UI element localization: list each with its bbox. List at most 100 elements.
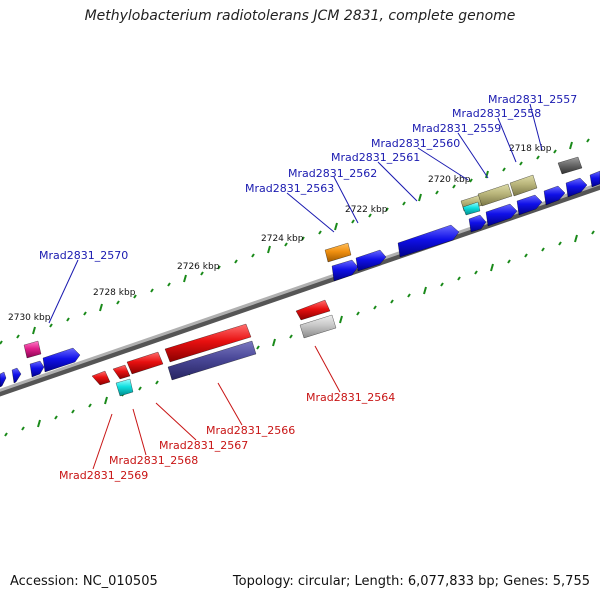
gene-arrow-forward[interactable] bbox=[331, 259, 359, 282]
gene-arrow-misc[interactable] bbox=[115, 378, 134, 397]
gene-arrow-forward[interactable] bbox=[11, 367, 22, 384]
ruler-major-tick bbox=[423, 286, 427, 295]
ruler-minor-tick bbox=[385, 207, 389, 212]
gene-arrow-forward[interactable] bbox=[355, 249, 387, 272]
gene-arrow-misc[interactable] bbox=[23, 340, 42, 359]
ruler-major-tick bbox=[272, 338, 276, 347]
gene-label[interactable]: Mrad2831_2563 bbox=[245, 182, 334, 195]
ruler-minor-tick bbox=[519, 161, 523, 166]
leader-line bbox=[92, 413, 113, 470]
ruler-minor-tick bbox=[586, 138, 590, 143]
ruler-major-tick bbox=[104, 396, 108, 405]
ruler-minor-tick bbox=[351, 219, 355, 224]
scale-label: 2718 kbp bbox=[509, 144, 552, 154]
reverse-gene-track bbox=[91, 299, 337, 397]
ruler-minor-tick bbox=[591, 230, 595, 235]
gene-arrow-misc[interactable] bbox=[299, 314, 337, 339]
ruler-minor-tick bbox=[553, 149, 557, 154]
ruler-major-tick bbox=[418, 193, 422, 202]
gene-arrow-misc[interactable] bbox=[557, 156, 583, 175]
scale-label: 2726 kbp bbox=[177, 262, 220, 272]
gene-arrow-reverse[interactable] bbox=[295, 299, 331, 321]
forward-gene-track bbox=[0, 156, 600, 388]
ruler-major-tick bbox=[37, 419, 41, 428]
ruler-minor-tick bbox=[440, 282, 444, 287]
ruler-minor-tick bbox=[541, 247, 545, 252]
ruler-minor-tick bbox=[83, 311, 87, 316]
leader-line bbox=[417, 147, 469, 181]
ruler-minor-tick bbox=[390, 299, 394, 304]
gene-label[interactable]: Mrad2831_2570 bbox=[39, 249, 128, 262]
gene-arrow-reverse[interactable] bbox=[126, 351, 164, 375]
ruler-major-tick bbox=[485, 170, 489, 179]
ruler-minor-tick bbox=[558, 241, 562, 246]
ruler-minor-tick bbox=[71, 409, 75, 414]
ruler-minor-tick bbox=[469, 178, 473, 183]
leader-line bbox=[286, 192, 335, 233]
ruler-minor-tick bbox=[16, 334, 20, 339]
ruler-minor-tick bbox=[49, 323, 53, 328]
gene-arrow-forward[interactable] bbox=[589, 170, 600, 188]
gene-label[interactable]: Mrad2831_2562 bbox=[288, 167, 377, 180]
gene-label[interactable]: Mrad2831_2560 bbox=[371, 137, 460, 150]
gene-arrow-reverse[interactable] bbox=[91, 370, 111, 386]
gene-arrow-forward[interactable] bbox=[565, 177, 588, 198]
ruler-minor-tick bbox=[167, 282, 171, 287]
ruler-major-tick bbox=[574, 234, 578, 243]
ruler-minor-tick bbox=[407, 293, 411, 298]
gene-label[interactable]: Mrad2831_2568 bbox=[109, 454, 198, 467]
scale-label: 2730 kbp bbox=[8, 313, 51, 323]
ruler-minor-tick bbox=[402, 201, 406, 206]
ruler-minor-tick bbox=[373, 305, 377, 310]
gene-arrow-forward[interactable] bbox=[516, 194, 543, 216]
gene-arrow-misc[interactable] bbox=[477, 183, 513, 207]
forward-scale-ruler bbox=[0, 138, 590, 345]
gene-label[interactable]: Mrad2831_2561 bbox=[331, 151, 420, 164]
scale-label: 2720 kbp bbox=[428, 175, 471, 185]
topology-info: Topology: circular; Length: 6,077,833 bp… bbox=[232, 574, 590, 589]
ruler-minor-tick bbox=[217, 265, 221, 270]
gene-label[interactable]: Mrad2831_2559 bbox=[412, 122, 501, 135]
gene-arrow-forward[interactable] bbox=[543, 185, 566, 206]
ruler-minor-tick bbox=[234, 259, 238, 264]
scale-label: 2728 kbp bbox=[93, 288, 136, 298]
gene-label[interactable]: Mrad2831_2567 bbox=[159, 439, 248, 452]
gene-arrow-forward[interactable] bbox=[485, 203, 518, 227]
gene-arrow-reverse[interactable] bbox=[164, 323, 252, 363]
gene-arrow-forward[interactable] bbox=[0, 371, 7, 388]
leader-line bbox=[529, 103, 543, 151]
gene-arrow-misc[interactable] bbox=[462, 201, 481, 216]
gene-label[interactable]: Mrad2831_2564 bbox=[306, 391, 395, 404]
ruler-major-tick bbox=[99, 303, 103, 312]
ruler-minor-tick bbox=[502, 167, 506, 172]
ruler-minor-tick bbox=[301, 236, 305, 241]
gene-arrow-reverse[interactable] bbox=[167, 340, 257, 381]
leader-line bbox=[314, 345, 341, 393]
gene-arrow-misc[interactable] bbox=[324, 242, 352, 263]
gene-arrow-misc[interactable] bbox=[509, 174, 538, 197]
accession-info: Accession: NC_010505 bbox=[10, 574, 158, 589]
gene-arrow-forward[interactable] bbox=[397, 224, 460, 258]
ruler-minor-tick bbox=[200, 271, 204, 276]
gene-arrow-reverse[interactable] bbox=[112, 364, 131, 380]
gene-arrow-forward[interactable] bbox=[468, 214, 487, 233]
ruler-major-tick bbox=[267, 245, 271, 254]
gene-arrow-forward[interactable] bbox=[42, 347, 81, 373]
leader-line bbox=[333, 176, 359, 224]
gene-label[interactable]: Mrad2831_2566 bbox=[206, 424, 295, 437]
gene-label[interactable]: Mrad2831_2569 bbox=[59, 469, 148, 482]
genome-title: Methylobacterium radiotolerans JCM 2831,… bbox=[84, 8, 516, 24]
ruler-minor-tick bbox=[474, 270, 478, 275]
ruler-minor-tick bbox=[536, 155, 540, 160]
ruler-minor-tick bbox=[356, 311, 360, 316]
gene-label[interactable]: Mrad2831_2557 bbox=[488, 93, 577, 106]
scale-label: 2722 kbp bbox=[345, 205, 388, 215]
leader-line bbox=[132, 408, 147, 456]
gene-arrow-forward[interactable] bbox=[29, 360, 45, 378]
ruler-minor-tick bbox=[54, 415, 58, 420]
ruler-minor-tick bbox=[150, 288, 154, 293]
gene-label[interactable]: Mrad2831_2558 bbox=[452, 107, 541, 120]
ruler-major-tick bbox=[32, 326, 36, 335]
ruler-minor-tick bbox=[256, 345, 260, 350]
